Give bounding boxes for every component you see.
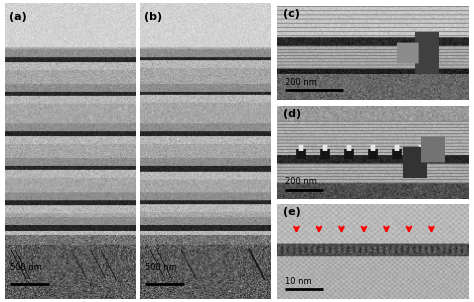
Text: 200 nm: 200 nm	[285, 177, 317, 186]
Text: 10 nm: 10 nm	[285, 277, 311, 286]
Text: (a): (a)	[9, 12, 27, 22]
Text: 500 nm: 500 nm	[145, 263, 177, 272]
Text: 500 nm: 500 nm	[10, 263, 42, 272]
Text: (e): (e)	[283, 207, 301, 217]
Text: (b): (b)	[144, 12, 162, 22]
Text: (c): (c)	[283, 9, 300, 19]
Text: 200 nm: 200 nm	[285, 78, 317, 87]
Text: (d): (d)	[283, 108, 301, 118]
